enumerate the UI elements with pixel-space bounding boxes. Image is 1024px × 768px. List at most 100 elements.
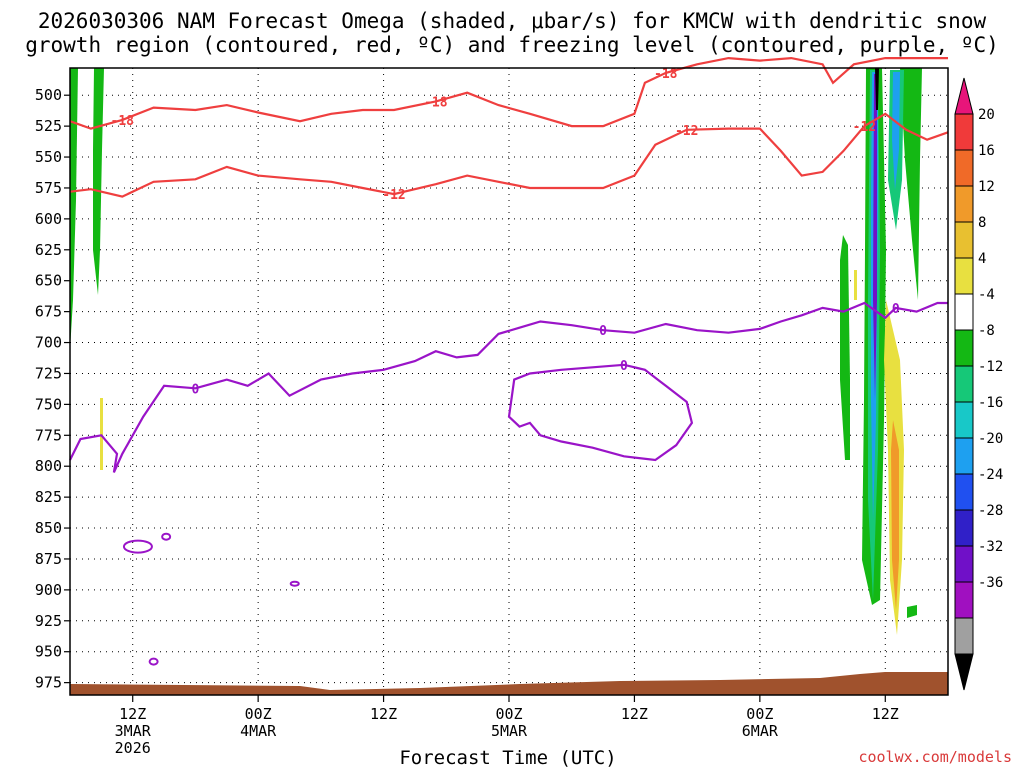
colorbar-segment bbox=[954, 77, 974, 115]
y-tick-label: 525 bbox=[35, 117, 62, 135]
omega-shade-green-right-2 bbox=[900, 68, 922, 300]
y-tick-label: 575 bbox=[35, 179, 62, 197]
freezing-contour-0 bbox=[69, 301, 948, 473]
colorbar-segment bbox=[954, 653, 974, 691]
y-tick-label: 850 bbox=[35, 519, 62, 537]
y-tick-label: 900 bbox=[35, 581, 62, 599]
colorbar-segment bbox=[954, 365, 974, 403]
omega-shade-green-low bbox=[907, 605, 917, 618]
colorbar-level-label: -28 bbox=[978, 503, 1003, 519]
freezing-contour-0-closed bbox=[507, 363, 694, 462]
omega-shade-green-left bbox=[70, 68, 78, 350]
y-tick-label: 550 bbox=[35, 148, 62, 166]
x-tick-label: 00Z bbox=[245, 705, 272, 723]
colorbar-level-label: -8 bbox=[978, 323, 995, 339]
colorbar-segment bbox=[954, 257, 974, 295]
chart-title-line-1: 2026030306 NAM Forecast Omega (shaded, μ… bbox=[38, 9, 987, 33]
colorbar-level-label: 20 bbox=[978, 107, 995, 123]
y-tick-label: 775 bbox=[35, 426, 62, 444]
freezing-contour-0-closed-label: 0 bbox=[620, 359, 628, 374]
colorbar-segment bbox=[954, 293, 974, 331]
freezing-contour-0-label: 0 bbox=[892, 302, 900, 317]
y-tick-label: 875 bbox=[35, 550, 62, 568]
site-credit[interactable]: coolwx.com/models bbox=[858, 748, 1012, 766]
omega-shade-blue-right bbox=[892, 72, 900, 190]
y-tick-label: 675 bbox=[35, 303, 62, 321]
colorbar-level-label: 16 bbox=[978, 143, 995, 159]
y-tick-label: 750 bbox=[35, 395, 62, 413]
x-tick-label: 4MAR bbox=[240, 722, 277, 740]
colorbar-level-label: -12 bbox=[978, 359, 1003, 375]
y-tick-label: 600 bbox=[35, 210, 62, 228]
dgz-contour-minus18-label: -18 bbox=[424, 95, 448, 110]
omega-shade-black bbox=[875, 68, 879, 110]
colorbar-segment bbox=[954, 581, 974, 619]
x-tick-label: 12Z bbox=[872, 705, 899, 723]
omega-shade-yellow-thin bbox=[854, 270, 857, 300]
freezing-contour-0-label: 0 bbox=[599, 324, 607, 339]
colorbar-level-label: 4 bbox=[978, 251, 986, 267]
colorbar-level-label: 8 bbox=[978, 215, 986, 231]
y-tick-label: 625 bbox=[35, 241, 62, 259]
x-tick-label: 6MAR bbox=[742, 722, 779, 740]
freezing-contour-0-label: 0 bbox=[192, 382, 200, 397]
dgz-contour-minus12-label: -12 bbox=[382, 188, 405, 203]
x-axis-title: Forecast Time (UTC) bbox=[399, 747, 616, 768]
freezing-contour-blob bbox=[148, 657, 159, 666]
ground-fill bbox=[70, 672, 948, 695]
y-axis-ticks: 500 525 550 575 600 625 650 675 700 725 750 775 800 8… bbox=[35, 86, 70, 692]
omega-shade-yellow-small bbox=[100, 398, 103, 470]
chart-title-line-2: growth region (contoured, red, ºC) and f… bbox=[25, 33, 999, 57]
x-tick-label: 00Z bbox=[746, 705, 773, 723]
y-tick-label: 500 bbox=[35, 86, 62, 104]
colorbar-segment bbox=[954, 437, 974, 475]
dgz-contour-minus18-label: -18 bbox=[654, 67, 678, 82]
omega-shade-purple bbox=[873, 74, 877, 400]
freezing-contour-blob bbox=[161, 532, 172, 541]
colorbar-level-label: -20 bbox=[978, 431, 1003, 447]
omega-shading bbox=[70, 68, 922, 635]
colorbar-segment bbox=[954, 401, 974, 439]
y-tick-label: 725 bbox=[35, 364, 62, 382]
freezing-contour-blob bbox=[289, 580, 300, 587]
x-tick-label: 2026 bbox=[115, 739, 151, 757]
y-tick-label: 700 bbox=[35, 334, 62, 352]
dgz-contour-minus12-label: -12 bbox=[853, 120, 876, 135]
dgz-contour-minus18-label: -18 bbox=[111, 114, 135, 129]
colorbar-segment bbox=[954, 113, 974, 151]
x-tick-label: 3MAR bbox=[115, 722, 152, 740]
y-tick-label: 925 bbox=[35, 612, 62, 630]
x-tick-label: 12Z bbox=[621, 705, 648, 723]
y-tick-label: 825 bbox=[35, 488, 62, 506]
freezing-contour-blob bbox=[122, 539, 153, 554]
colorbar-segment bbox=[954, 221, 974, 259]
omega-shade-orange-right bbox=[891, 420, 899, 610]
y-tick-label: 800 bbox=[35, 457, 62, 475]
colorbar: 20 16 12 8 4 -4 -8 -12 -16 -20 -24 -28 -32 -36 bbox=[954, 77, 1003, 691]
dgz-contour-minus12 bbox=[69, 112, 949, 198]
grid-lines bbox=[70, 68, 948, 695]
x-tick-label: 00Z bbox=[495, 705, 522, 723]
contour-lines bbox=[69, 56, 949, 666]
colorbar-segment bbox=[954, 185, 974, 223]
contour-labels: -18 -18 -18 -12 -12 -12 0 0 0 0 bbox=[111, 67, 900, 397]
colorbar-level-label: -36 bbox=[978, 575, 1003, 591]
colorbar-level-label: -4 bbox=[978, 287, 995, 303]
colorbar-level-label: -24 bbox=[978, 467, 1003, 483]
x-tick-label: 12Z bbox=[119, 705, 146, 723]
ground-terrain bbox=[70, 672, 948, 695]
colorbar-segment bbox=[954, 149, 974, 187]
colorbar-segment bbox=[954, 473, 974, 511]
plot-frame bbox=[69, 67, 949, 696]
colorbar-segment bbox=[954, 329, 974, 367]
omega-shade-green-left-2 bbox=[93, 68, 104, 295]
y-tick-label: 975 bbox=[35, 674, 62, 692]
dgz-contour-minus12-label: -12 bbox=[675, 124, 698, 139]
x-tick-label: 5MAR bbox=[491, 722, 528, 740]
y-tick-label: 650 bbox=[35, 272, 62, 290]
dgz-contour-minus18 bbox=[69, 56, 948, 130]
colorbar-segment bbox=[954, 617, 974, 655]
omega-shade-green-right bbox=[840, 235, 850, 460]
